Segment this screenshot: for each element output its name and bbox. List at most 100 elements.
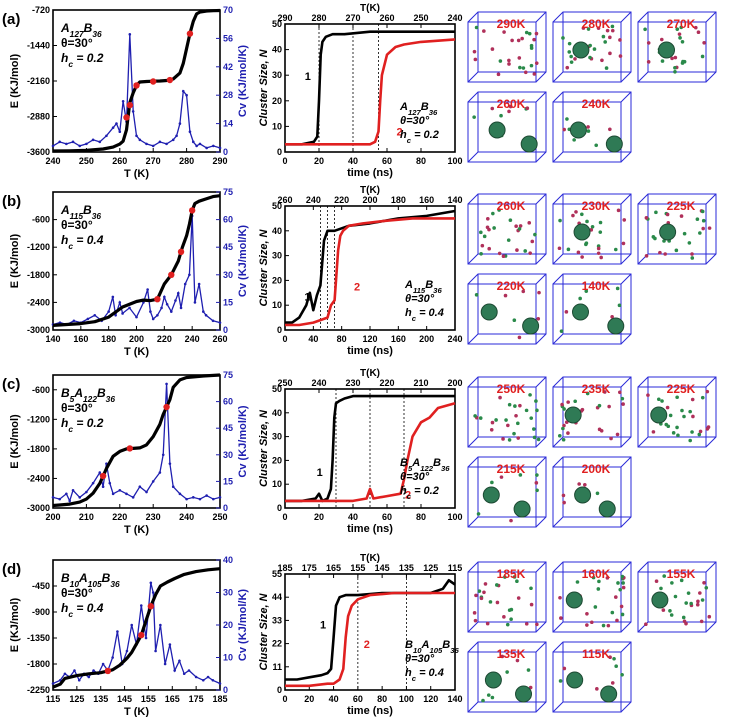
- y2-tick-label: 15: [223, 297, 233, 307]
- cv-point: [198, 497, 202, 501]
- cluster-plot-annotation: A115B36: [404, 279, 442, 295]
- particle: [524, 30, 529, 35]
- snapshot-box: 290K: [467, 11, 547, 83]
- cv-point: [187, 669, 191, 672]
- particle: [515, 248, 519, 252]
- particle: [532, 435, 537, 440]
- cluster-series-2: [285, 402, 456, 503]
- x-tick-label: 260: [212, 334, 227, 344]
- simulation-box-outline: [637, 193, 717, 265]
- simulation-box-outline: [467, 561, 547, 633]
- energy-highlight-point: [99, 472, 107, 480]
- particle: [702, 580, 706, 585]
- snapshot-temperature-label: 280K: [582, 17, 611, 31]
- x-tick-label: 0: [282, 334, 287, 344]
- x-tick-label: 160: [73, 334, 88, 344]
- particle: [620, 612, 625, 617]
- particle: [505, 670, 509, 674]
- particle: [690, 256, 695, 260]
- snapshot-temperature-label: 250K: [497, 382, 526, 396]
- energy-highlight-point: [138, 631, 145, 639]
- x-tick-label: 40: [308, 334, 318, 344]
- particle: [696, 30, 701, 35]
- cluster-plot-annotation: hc = 0.4: [405, 307, 444, 323]
- top-x-tick-label: 160: [419, 195, 434, 205]
- cv-point: [185, 93, 188, 97]
- energy-series-line: [52, 373, 221, 508]
- particle: [507, 109, 511, 114]
- x-tick-label: 185: [212, 694, 227, 704]
- particle: [675, 27, 680, 31]
- particle: [585, 391, 590, 396]
- particle: [618, 587, 623, 592]
- particle: [677, 32, 682, 36]
- x-tick-label: 240: [447, 334, 462, 344]
- particle: [696, 599, 700, 604]
- particle: [569, 54, 573, 59]
- cv-point: [65, 142, 68, 146]
- particle: [536, 437, 541, 442]
- cv-point: [182, 672, 186, 676]
- cv-point: [72, 319, 76, 323]
- energy-plot-annotation: B5A122B36: [61, 386, 115, 404]
- particle: [589, 620, 594, 625]
- snapshot-temperature-label: 260K: [497, 97, 526, 111]
- cv-point: [161, 453, 165, 457]
- top-x-tick-label: 145: [375, 563, 390, 573]
- y-axis-title: Cluster Size, N: [258, 48, 270, 126]
- particle: [610, 24, 615, 29]
- x-axis-title: T (K): [124, 168, 149, 180]
- snapshot-box: 225K: [637, 193, 717, 265]
- particle: [490, 695, 495, 700]
- particle: [616, 581, 620, 585]
- x-tick-label: 60: [382, 512, 392, 522]
- energy-highlight-point: [177, 248, 185, 255]
- cv-point: [51, 496, 55, 499]
- particle: [603, 40, 607, 44]
- particle: [565, 65, 570, 70]
- simulation-box-outline: [637, 561, 717, 633]
- simulation-box-outline: [552, 273, 632, 345]
- cv-point: [158, 140, 162, 144]
- energy-plot-annotation: hc = 0.2: [61, 51, 104, 69]
- top-x-tick-label: 115: [448, 563, 463, 573]
- particle: [490, 47, 495, 51]
- cv-point: [202, 678, 205, 682]
- particle: [673, 70, 677, 74]
- snapshot-temperature-label: 115K: [582, 647, 610, 661]
- particle: [618, 390, 622, 395]
- simulation-box-outline: [552, 641, 632, 713]
- cv-point: [135, 134, 138, 138]
- y-tick-label: -1800: [27, 444, 50, 454]
- particle: [595, 687, 599, 691]
- x-tick-label: 0: [282, 694, 287, 704]
- y-tick-label: 40: [272, 45, 282, 55]
- y-tick-label: -1350: [27, 633, 50, 643]
- snapshot-strip: 260K 230K 225K 220K 140K: [467, 193, 717, 345]
- cv-point: [87, 675, 91, 679]
- cv-point: [135, 315, 138, 319]
- cv-point: [125, 492, 128, 496]
- simulation-box-outline: [637, 11, 717, 83]
- cv-point: [121, 99, 125, 103]
- particle: [584, 242, 588, 247]
- particle: [507, 438, 512, 442]
- particle: [701, 226, 705, 231]
- particle: [483, 582, 488, 586]
- cluster-blob: [522, 317, 540, 335]
- particle: [494, 583, 499, 587]
- energy-plot-frame: [52, 374, 221, 509]
- cv-point: [183, 282, 187, 286]
- cv-point: [63, 672, 67, 676]
- energy-plot-annotation: θ=30°: [61, 218, 93, 232]
- y-tick-label: -2400: [27, 297, 50, 307]
- y-tick-label: 30: [272, 70, 282, 80]
- particle: [687, 241, 692, 245]
- cluster-blob: [572, 303, 590, 321]
- snapshot-temperature-label: 155K: [667, 567, 696, 581]
- particle: [646, 41, 651, 45]
- particle: [532, 72, 537, 76]
- y-tick-label: 50: [272, 384, 282, 394]
- particle: [498, 59, 503, 63]
- top-x-tick-label: 140: [447, 195, 462, 205]
